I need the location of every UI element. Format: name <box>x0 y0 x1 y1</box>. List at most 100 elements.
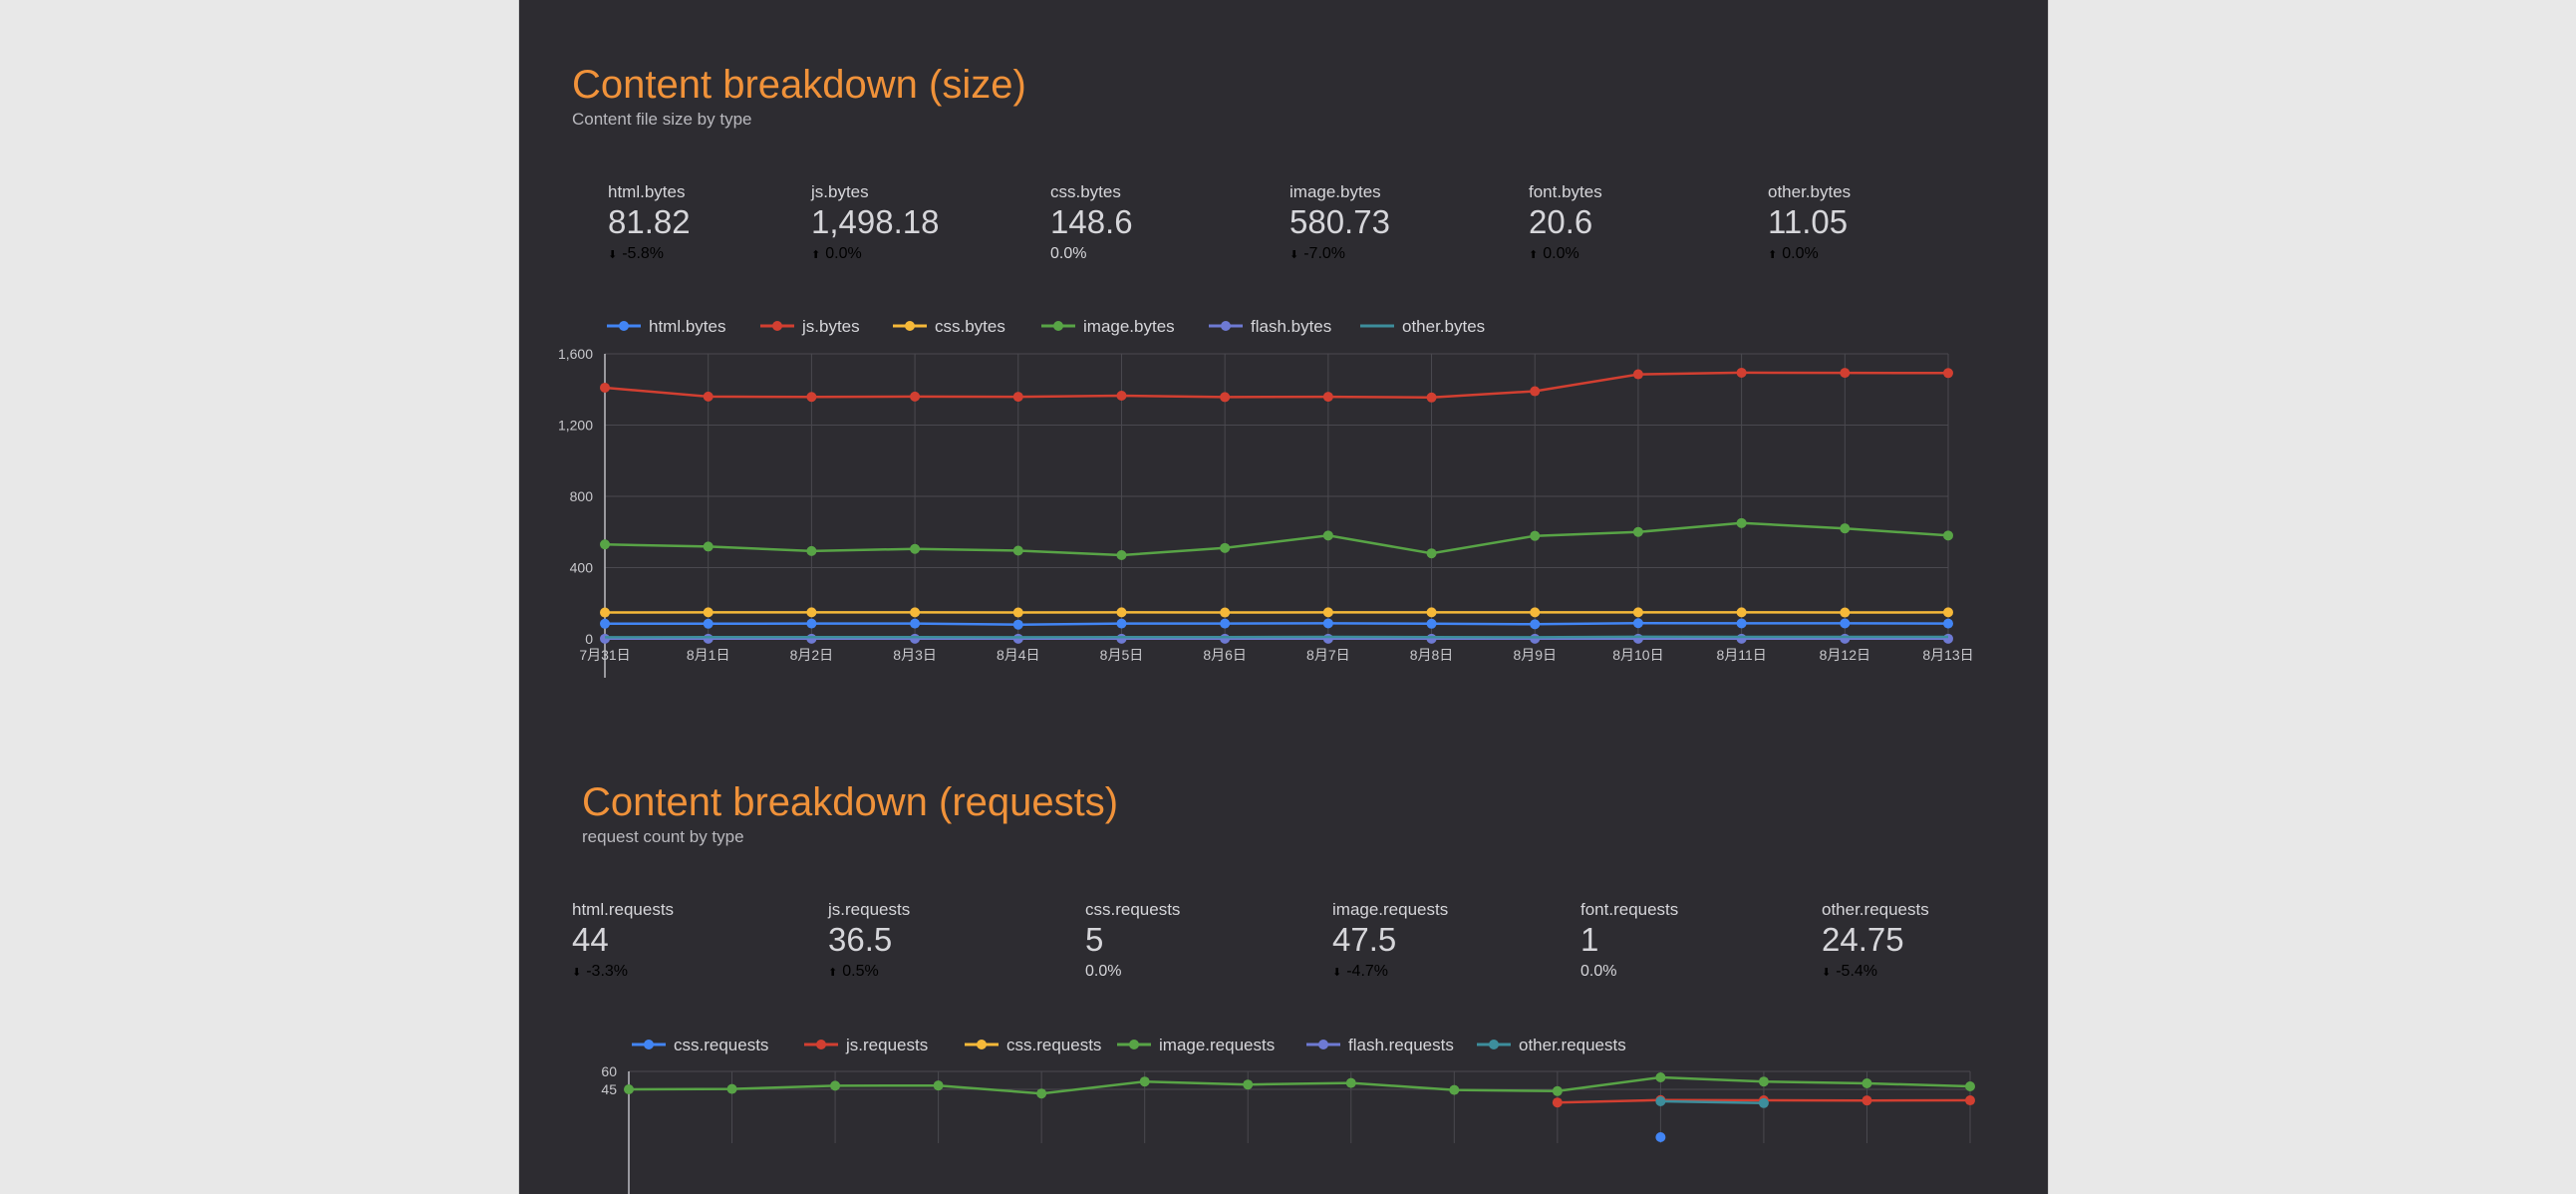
data-point[interactable] <box>1840 618 1851 629</box>
data-point[interactable] <box>1116 391 1127 402</box>
data-point[interactable] <box>1322 618 1333 629</box>
legend-item[interactable]: flash.bytes <box>1209 317 1331 336</box>
data-point[interactable] <box>910 543 921 554</box>
data-point[interactable] <box>1552 1085 1563 1096</box>
arrow-up-icon: ⬆ <box>811 249 821 261</box>
data-point[interactable] <box>1116 549 1127 560</box>
legend-item[interactable]: html.bytes <box>607 317 725 336</box>
data-point[interactable] <box>1655 1096 1666 1106</box>
data-point[interactable] <box>1655 1132 1666 1142</box>
data-point[interactable] <box>1736 618 1747 629</box>
data-point[interactable] <box>910 618 921 629</box>
data-point[interactable] <box>600 607 610 618</box>
legend-item[interactable]: other.bytes <box>1360 317 1485 336</box>
scorecard-change-value: -3.3% <box>586 963 629 980</box>
data-point[interactable] <box>600 539 610 550</box>
data-point[interactable] <box>1530 607 1541 618</box>
data-point[interactable] <box>1426 392 1437 403</box>
data-point[interactable] <box>1012 545 1023 556</box>
data-point[interactable] <box>1943 607 1953 618</box>
data-point[interactable] <box>1632 618 1643 629</box>
data-point[interactable] <box>1426 618 1437 629</box>
data-point[interactable] <box>1758 1076 1769 1087</box>
data-point[interactable] <box>806 545 817 556</box>
data-point[interactable] <box>1012 392 1023 403</box>
data-point[interactable] <box>726 1083 737 1094</box>
data-point[interactable] <box>1840 607 1851 618</box>
y-tick-label: 45 <box>601 1081 617 1097</box>
legend-item[interactable]: css.requests <box>965 1036 1101 1054</box>
data-point[interactable] <box>1840 368 1851 379</box>
data-point[interactable] <box>1116 618 1127 629</box>
data-point[interactable] <box>1530 530 1541 541</box>
data-point[interactable] <box>1861 1078 1872 1088</box>
legend-item[interactable]: css.requests <box>632 1036 768 1054</box>
data-point[interactable] <box>1036 1088 1047 1099</box>
data-point[interactable] <box>1345 1077 1356 1088</box>
data-point[interactable] <box>806 607 817 618</box>
data-point[interactable] <box>1632 607 1643 618</box>
data-point[interactable] <box>1965 1081 1975 1091</box>
data-point[interactable] <box>1943 368 1953 379</box>
data-point[interactable] <box>624 1084 634 1094</box>
data-point[interactable] <box>1943 530 1953 541</box>
data-point[interactable] <box>1840 523 1851 534</box>
legend-item[interactable]: flash.requests <box>1306 1036 1454 1054</box>
data-point[interactable] <box>1220 392 1231 403</box>
data-point[interactable] <box>933 1080 944 1091</box>
data-point[interactable] <box>600 618 610 629</box>
data-point[interactable] <box>1116 607 1127 618</box>
legend-item[interactable]: css.bytes <box>893 317 1005 336</box>
data-point[interactable] <box>1426 548 1437 559</box>
data-point[interactable] <box>1220 618 1231 629</box>
data-point[interactable] <box>1243 1079 1254 1090</box>
data-point[interactable] <box>703 618 714 629</box>
scorecard-label: image.bytes <box>1289 182 1381 201</box>
legend-marker <box>1221 321 1231 331</box>
data-point[interactable] <box>703 541 714 552</box>
data-point[interactable] <box>1552 1097 1563 1108</box>
data-point[interactable] <box>703 391 714 402</box>
data-point[interactable] <box>1426 607 1437 618</box>
legend-marker <box>1318 1040 1328 1049</box>
data-point[interactable] <box>1012 619 1023 630</box>
data-point[interactable] <box>1655 1072 1666 1082</box>
legend-marker <box>905 321 915 331</box>
data-point[interactable] <box>1758 1097 1769 1108</box>
data-point[interactable] <box>910 607 921 618</box>
data-point[interactable] <box>830 1080 841 1091</box>
legend-item[interactable]: image.bytes <box>1041 317 1175 336</box>
data-point[interactable] <box>1736 367 1747 378</box>
data-point[interactable] <box>1530 619 1541 630</box>
data-point[interactable] <box>600 382 610 393</box>
data-point[interactable] <box>1736 517 1747 528</box>
legend-item[interactable]: image.requests <box>1117 1036 1275 1054</box>
data-point[interactable] <box>1220 542 1231 553</box>
data-point[interactable] <box>1322 392 1333 403</box>
data-point[interactable] <box>1322 607 1333 618</box>
legend-marker <box>1129 1040 1139 1049</box>
legend-item[interactable]: other.requests <box>1477 1036 1626 1054</box>
data-point[interactable] <box>806 618 817 629</box>
data-point[interactable] <box>703 607 714 618</box>
scorecard-html-requests: html.requests 44 ⬇ -3.3% <box>572 900 771 983</box>
data-point[interactable] <box>1861 1095 1872 1106</box>
data-point[interactable] <box>1139 1076 1150 1087</box>
scorecard-value: 47.5 <box>1332 921 1397 958</box>
data-point[interactable] <box>806 392 817 403</box>
data-point[interactable] <box>1322 530 1333 541</box>
data-point[interactable] <box>910 391 921 402</box>
data-point[interactable] <box>1530 386 1541 397</box>
data-point[interactable] <box>1632 526 1643 537</box>
data-point[interactable] <box>1965 1095 1975 1106</box>
data-point[interactable] <box>1012 607 1023 618</box>
data-point[interactable] <box>1943 618 1953 629</box>
data-point[interactable] <box>1736 607 1747 618</box>
scorecard-other-requests: other.requests 24.75 ⬇ -5.4% <box>1822 900 2021 983</box>
legend-item[interactable]: js.requests <box>804 1036 928 1054</box>
data-point[interactable] <box>1449 1084 1460 1095</box>
data-point[interactable] <box>1220 607 1231 618</box>
data-point[interactable] <box>1632 369 1643 380</box>
legend-item[interactable]: js.bytes <box>760 317 860 336</box>
x-tick-label: 8月5日 <box>1100 647 1144 663</box>
